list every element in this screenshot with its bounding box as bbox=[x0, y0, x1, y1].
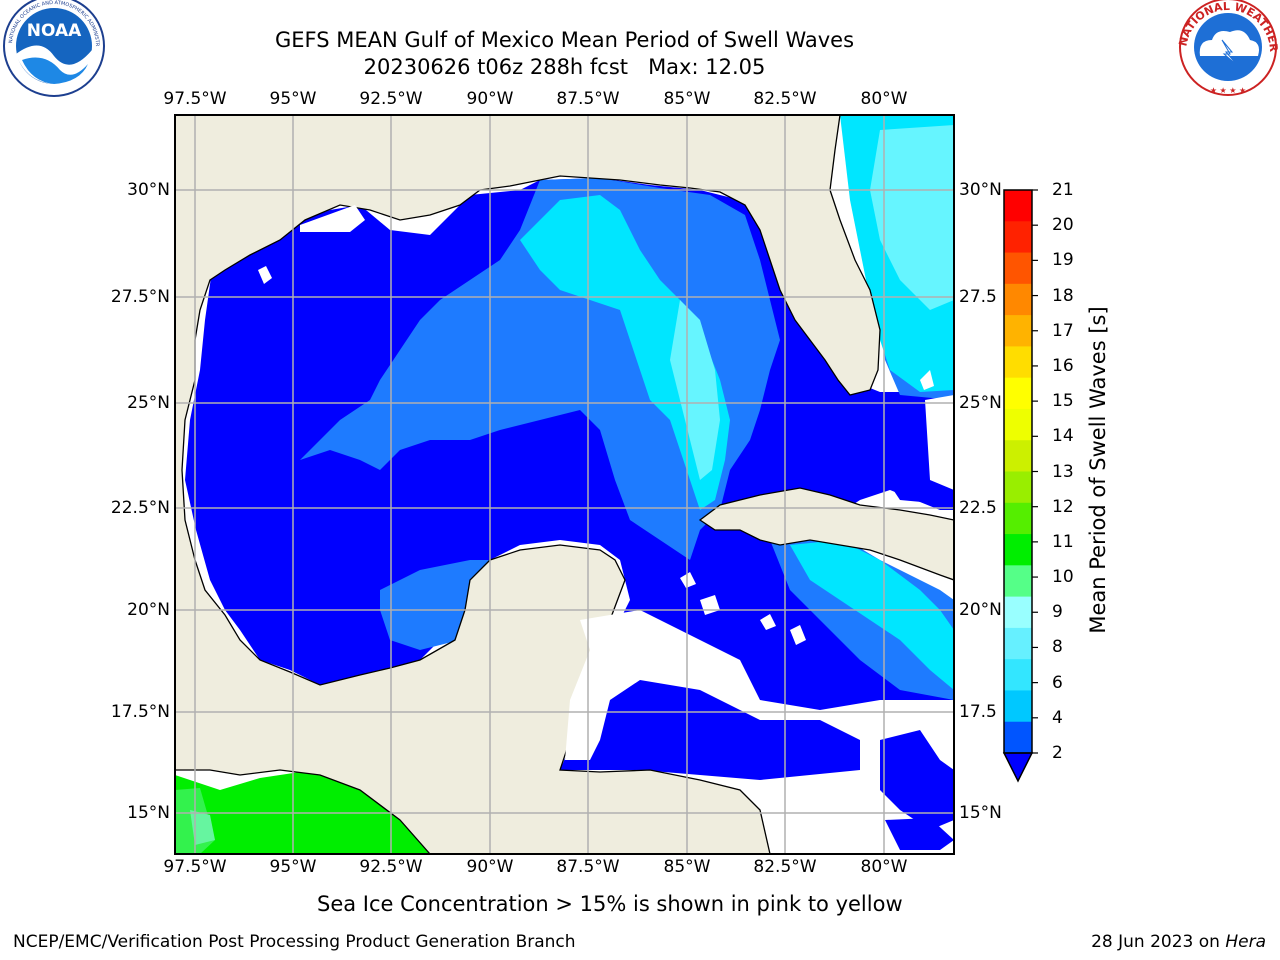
map-frame bbox=[174, 114, 955, 855]
colorbar-segment bbox=[1004, 534, 1032, 566]
colorbar-tick-label: 9 bbox=[1052, 602, 1063, 623]
colorbar-tick-label: 8 bbox=[1052, 637, 1063, 658]
colorbar bbox=[1002, 189, 1038, 783]
land-cuba bbox=[698, 487, 954, 581]
left-lat-tick: 17.5°N bbox=[110, 702, 170, 722]
colorbar-tick-label: 6 bbox=[1052, 672, 1063, 693]
bottom-lon-tick: 82.5°W bbox=[753, 857, 817, 877]
colorbar-segment bbox=[1004, 596, 1032, 629]
svg-text:★ ★ ★ ★: ★ ★ ★ ★ bbox=[1210, 86, 1246, 95]
mid-period-region bbox=[300, 178, 780, 560]
colorbar-segment bbox=[1004, 565, 1032, 598]
left-lat-tick: 22.5°N bbox=[110, 498, 170, 518]
footer-credit: NCEP/EMC/Verification Post Processing Pr… bbox=[13, 932, 576, 952]
bottom-lon-tick: 92.5°W bbox=[359, 857, 423, 877]
colorbar-tick-label: 12 bbox=[1052, 496, 1074, 517]
map-title: GEFS MEAN Gulf of Mexico Mean Period of … bbox=[274, 28, 855, 52]
colorbar-tick-label: 17 bbox=[1052, 320, 1074, 341]
right-lat-tick: 20°N bbox=[959, 600, 1002, 620]
colorbar-segment bbox=[1004, 471, 1032, 504]
footer-machine: Hera bbox=[1225, 932, 1266, 952]
right-lat-tick: 22.5 bbox=[959, 498, 997, 518]
max-value: Max: 12.05 bbox=[648, 55, 766, 79]
colorbar-segment bbox=[1004, 190, 1032, 222]
right-lat-tick: 25°N bbox=[959, 393, 1002, 413]
svg-text:NOAA: NOAA bbox=[27, 21, 82, 41]
colorbar-segment bbox=[1004, 721, 1032, 754]
bottom-lon-tick: 85°W bbox=[663, 857, 711, 877]
top-lon-tick: 82.5°W bbox=[753, 89, 817, 109]
colorbar-tick-label: 16 bbox=[1052, 355, 1074, 376]
nws-logo-icon: NATIONAL WEATHER SERVICE ★ ★ ★ ★ bbox=[0, 0, 1280, 96]
footer-date-text: 28 Jun 2023 on bbox=[1091, 932, 1220, 952]
bottom-lon-tick: 87.5°W bbox=[556, 857, 620, 877]
colorbar-tick-label: 4 bbox=[1052, 707, 1063, 728]
land-us bbox=[175, 115, 881, 854]
bottom-lon-tick: 95°W bbox=[269, 857, 317, 877]
colorbar-segment bbox=[1004, 627, 1032, 660]
sea-ice-note: Sea Ice Concentration > 15% is shown in … bbox=[317, 892, 903, 916]
colorbar-tick-label: 20 bbox=[1052, 215, 1074, 236]
colorbar-tick-label: 11 bbox=[1052, 531, 1074, 552]
colorbar-segment bbox=[1004, 346, 1032, 379]
colorbar-segment bbox=[1004, 252, 1032, 285]
left-lat-tick: 15°N bbox=[127, 803, 170, 823]
left-lat-tick: 25°N bbox=[127, 393, 170, 413]
colorbar-segment bbox=[1004, 440, 1032, 472]
top-lon-tick: 85°W bbox=[663, 89, 711, 109]
colorbar-tick-label: 18 bbox=[1052, 285, 1074, 306]
colorbar-tick-label: 21 bbox=[1052, 180, 1074, 200]
colorbar-title: Mean Period of Swell Waves [s] bbox=[1086, 306, 1110, 634]
colorbar-segment bbox=[1004, 408, 1032, 441]
map-panel bbox=[175, 115, 954, 854]
svg-text:NATIONAL WEATHER SERVICE: NATIONAL WEATHER SERVICE bbox=[0, 0, 1280, 53]
top-lon-tick: 95°W bbox=[269, 89, 317, 109]
top-lon-tick: 80°W bbox=[860, 89, 908, 109]
map-subtitle: 20230626 t06z 288h fcst Max: 12.05 bbox=[175, 54, 954, 80]
colorbar-segment bbox=[1004, 283, 1032, 316]
colorbar-segment bbox=[1004, 659, 1032, 691]
colorbar-tick-label: 10 bbox=[1052, 567, 1074, 588]
colorbar-tick-label: 15 bbox=[1052, 391, 1074, 412]
colorbar-extend-arrow bbox=[1002, 752, 1034, 783]
noaa-logo-icon: NOAA NATIONAL OCEANIC AND ATMOSPHERIC AD… bbox=[0, 0, 105, 97]
colorbar-segment bbox=[1004, 690, 1032, 723]
colorbar-tick-label: 19 bbox=[1052, 250, 1074, 271]
right-lat-tick: 27.5 bbox=[959, 287, 997, 307]
right-lat-tick: 17.5 bbox=[959, 702, 997, 722]
bottom-lon-tick: 80°W bbox=[860, 857, 908, 877]
cyan-period-region bbox=[520, 195, 730, 510]
colorbar-segment bbox=[1004, 502, 1032, 535]
left-lat-tick: 27.5°N bbox=[110, 287, 170, 307]
top-lon-tick: 92.5°W bbox=[359, 89, 423, 109]
right-lat-tick: 30°N bbox=[959, 180, 1002, 200]
top-lon-tick: 90°W bbox=[466, 89, 514, 109]
colorbar-tick-label: 2 bbox=[1052, 743, 1063, 763]
colorbar-tick-label: 14 bbox=[1052, 426, 1074, 447]
top-lon-tick: 87.5°W bbox=[556, 89, 620, 109]
footer-date: 28 Jun 2023 on Hera bbox=[1091, 932, 1266, 952]
left-lat-tick: 20°N bbox=[127, 600, 170, 620]
top-lon-tick: 97.5°W bbox=[163, 89, 227, 109]
colorbar-segment bbox=[1004, 377, 1032, 410]
forecast-run: 20230626 t06z 288h fcst bbox=[363, 55, 629, 79]
colorbar-tick-label: 13 bbox=[1052, 461, 1074, 482]
graticule bbox=[175, 115, 954, 854]
bottom-lon-tick: 90°W bbox=[466, 857, 514, 877]
left-lat-tick: 30°N bbox=[127, 180, 170, 200]
colorbar-segment bbox=[1004, 221, 1032, 254]
right-lat-tick: 15°N bbox=[959, 803, 1002, 823]
bottom-lon-tick: 97.5°W bbox=[163, 857, 227, 877]
colorbar-segment bbox=[1004, 315, 1032, 347]
